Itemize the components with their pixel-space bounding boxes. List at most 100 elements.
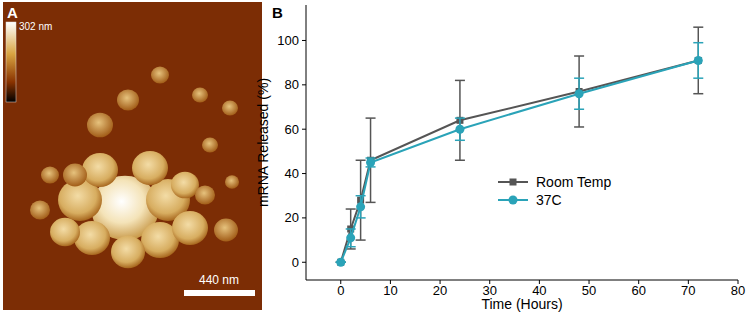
marker xyxy=(455,125,464,134)
series xyxy=(336,43,704,267)
particle xyxy=(111,236,145,268)
y-tick-label: 20 xyxy=(285,210,299,225)
marker xyxy=(346,233,355,242)
particle xyxy=(63,164,87,187)
error-bar-cap xyxy=(346,208,356,210)
error-bar xyxy=(346,209,356,249)
series-line xyxy=(341,60,699,262)
y-tick xyxy=(302,84,306,85)
particle xyxy=(41,166,59,183)
scale-bar xyxy=(184,290,255,296)
error-bar xyxy=(366,158,376,167)
marker xyxy=(695,57,702,64)
particle xyxy=(171,172,199,199)
error-bar-cap xyxy=(455,117,465,119)
error-bar-cap xyxy=(356,217,366,219)
y-tick xyxy=(302,217,306,218)
x-tick-label: 70 xyxy=(681,283,695,298)
marker xyxy=(356,202,365,211)
error-bar-cap xyxy=(356,195,366,197)
y-tick-label: 100 xyxy=(277,33,299,48)
x-tick-label: 60 xyxy=(631,283,645,298)
particle xyxy=(117,90,139,111)
error-bar-cap xyxy=(455,80,465,82)
error-bar xyxy=(455,80,465,160)
y-tick-label: 60 xyxy=(285,122,299,137)
error-bar-cap xyxy=(356,239,366,241)
panel-label: B xyxy=(272,4,283,21)
legend-marker xyxy=(510,179,517,186)
x-tick-label: 80 xyxy=(731,283,745,298)
particle xyxy=(74,221,110,255)
figure: 302 nmA440 nmB02040608010001020304050607… xyxy=(0,0,749,312)
color-bar xyxy=(6,22,16,102)
error-bar xyxy=(693,43,703,78)
marker xyxy=(336,258,345,267)
particle xyxy=(222,100,238,115)
particle xyxy=(50,218,80,247)
x-axis xyxy=(306,280,738,281)
error-bar xyxy=(346,229,356,247)
error-bar-cap xyxy=(574,55,584,57)
color-bar-label: 302 nm xyxy=(19,21,52,32)
y-axis xyxy=(306,5,307,280)
x-tick-label: 0 xyxy=(337,283,344,298)
particle xyxy=(202,137,218,152)
error-bar-cap xyxy=(693,93,703,95)
legend-label: 37C xyxy=(536,192,562,208)
error-bar-cap xyxy=(574,77,584,79)
error-bar xyxy=(366,118,376,202)
particle xyxy=(151,66,169,83)
error-bar-cap xyxy=(693,77,703,79)
marker xyxy=(694,56,703,65)
error-bar-cap xyxy=(693,26,703,28)
y-tick xyxy=(302,173,306,174)
legend-marker xyxy=(509,196,518,205)
x-tick-label: 20 xyxy=(433,283,447,298)
axes: 02040608010001020304050607080 xyxy=(277,5,745,298)
error-bar xyxy=(356,160,366,240)
error-bar xyxy=(693,27,703,94)
series-line xyxy=(341,60,699,262)
error-bar xyxy=(574,78,584,109)
y-tick xyxy=(302,40,306,41)
plot-area xyxy=(336,27,704,267)
y-axis-label: mRNA Released (%) xyxy=(255,78,271,207)
y-tick xyxy=(302,262,306,263)
panel-label: A xyxy=(7,4,18,21)
particle xyxy=(82,153,118,187)
y-tick-label: 40 xyxy=(285,166,299,181)
x-tick-label: 50 xyxy=(582,283,596,298)
error-bar-cap xyxy=(346,246,356,248)
y-tick xyxy=(302,129,306,130)
error-bar xyxy=(356,196,366,218)
error-bar-stem xyxy=(459,80,461,160)
legend: Room Temp 37C xyxy=(498,174,611,208)
error-bar-cap xyxy=(356,159,366,161)
error-bar-stem xyxy=(360,160,362,240)
error-bar-cap xyxy=(366,117,376,119)
error-bar xyxy=(574,56,584,127)
marker xyxy=(366,158,375,167)
particle xyxy=(195,186,215,205)
error-bar-cap xyxy=(574,108,584,110)
particle xyxy=(30,201,50,220)
scale-bar-label: 440 nm xyxy=(199,273,239,287)
y-tick-label: 0 xyxy=(292,255,299,270)
error-bar-cap xyxy=(574,126,584,128)
particle xyxy=(87,113,113,138)
series xyxy=(336,27,704,266)
error-bar-cap xyxy=(455,159,465,161)
error-bar-cap xyxy=(346,228,356,230)
error-bar xyxy=(455,118,465,140)
error-bar-cap xyxy=(455,140,465,142)
x-axis-label: Time (Hours) xyxy=(481,296,562,312)
x-tick-label: 10 xyxy=(383,283,397,298)
particle xyxy=(192,87,208,102)
error-bar-cap xyxy=(366,202,376,204)
afm-background xyxy=(3,2,262,310)
particle xyxy=(214,219,238,242)
particle xyxy=(132,151,168,185)
marker xyxy=(575,89,584,98)
legend-label: Room Temp xyxy=(536,174,611,190)
